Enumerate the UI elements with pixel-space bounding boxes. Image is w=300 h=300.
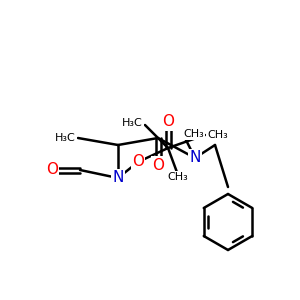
Text: O: O: [46, 163, 58, 178]
Text: H₃C: H₃C: [122, 118, 143, 128]
Text: O: O: [132, 154, 144, 169]
Text: O: O: [152, 158, 164, 172]
Text: O: O: [162, 115, 174, 130]
Text: N: N: [112, 170, 124, 185]
Text: H₃C: H₃C: [55, 133, 76, 143]
Text: N: N: [189, 151, 201, 166]
Text: CH₃: CH₃: [183, 129, 204, 139]
Text: CH₃: CH₃: [168, 172, 188, 182]
Text: CH₃: CH₃: [207, 130, 228, 140]
